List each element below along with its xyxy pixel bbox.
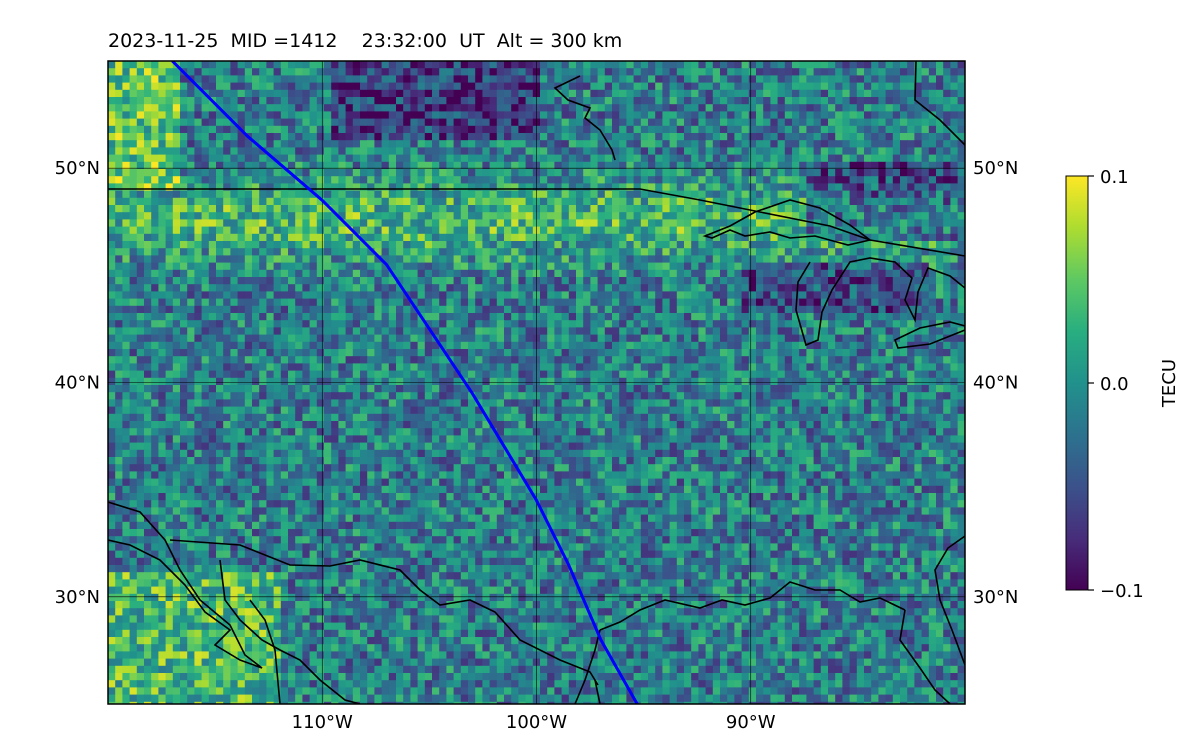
title-ut: UT <box>459 30 485 52</box>
tec-heatmap <box>108 61 965 704</box>
lat-tick-label-left: 40°N <box>55 373 100 394</box>
texas-coast <box>574 629 601 704</box>
lat-tick-label-right: 40°N <box>973 373 1018 394</box>
title-date: 2023-11-25 <box>108 30 219 52</box>
lake-superior <box>702 199 872 246</box>
lake-michigan <box>795 257 965 347</box>
lat-tick-label-left: 30°N <box>55 587 100 608</box>
lat-tick-label-right: 30°N <box>973 587 1018 608</box>
atlantic-coast <box>934 535 965 666</box>
coastlines-borders <box>108 61 965 704</box>
hudson-bay-coast-2 <box>914 61 965 146</box>
colorbar-tick-min: −0.1 <box>1100 581 1144 602</box>
colorbar-gradient <box>1065 175 1089 591</box>
mexico-east-coast <box>594 679 601 704</box>
lon-tick-label: 110°W <box>292 712 353 733</box>
lon-tick-label: 90°W <box>726 712 776 733</box>
us-mexico-border <box>169 539 599 686</box>
map-title: 2023-11-25 MID =1412 23:32:00 UT Alt = 3… <box>108 30 622 52</box>
florida-coast <box>899 609 951 704</box>
lat-tick-label-left: 50°N <box>55 158 100 179</box>
lat-axis: 30°N 30°N 40°N 40°N 50°N 50°N <box>55 158 1019 608</box>
satellite-track <box>171 61 639 704</box>
hudson-bay-coast <box>553 75 616 161</box>
colorbar-tick-zero: 0.0 <box>1100 374 1129 395</box>
title-alt: Alt = 300 km <box>496 30 623 52</box>
colorbar-label: TECU <box>1159 359 1180 408</box>
colorbar-tick-max: 0.1 <box>1100 167 1129 188</box>
lat-tick-label-right: 50°N <box>973 158 1018 179</box>
gulf-coast <box>599 581 906 631</box>
lon-tick-label: 100°W <box>506 712 567 733</box>
sonora-line <box>249 599 281 704</box>
graticule <box>108 61 965 704</box>
title-mid: MID =1412 <box>230 30 338 52</box>
baja-coast <box>108 501 263 669</box>
lake-huron-erie <box>893 321 965 349</box>
title-time: 23:32:00 <box>361 30 447 52</box>
colorbar: 0.1 0.0 −0.1 TECU <box>1065 167 1180 602</box>
map-frame <box>107 60 966 705</box>
lon-axis: 110°W 100°W 90°W <box>292 712 776 733</box>
mexico-west-coast <box>219 559 361 704</box>
